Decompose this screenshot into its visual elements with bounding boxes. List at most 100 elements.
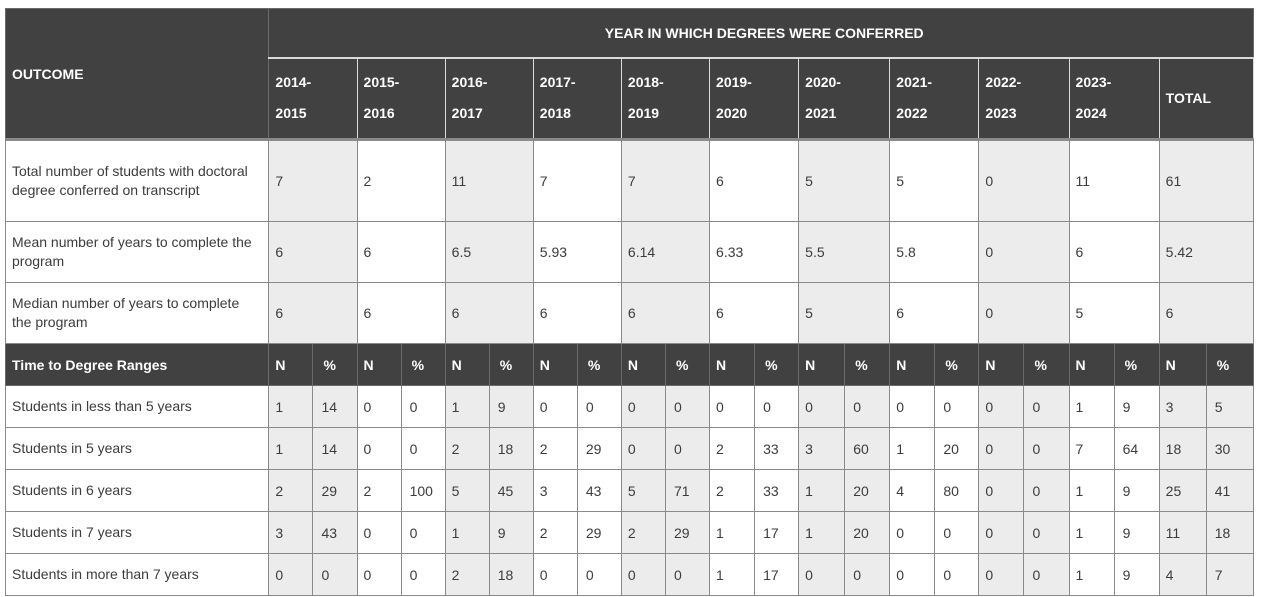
percent-header: % bbox=[312, 343, 358, 386]
percent-header: % bbox=[664, 343, 711, 386]
summary-value: 5 bbox=[889, 138, 980, 222]
percent-cell: 0 bbox=[1023, 385, 1070, 428]
count-cell: 0 bbox=[889, 385, 936, 428]
summary-value: 6.5 bbox=[444, 221, 534, 283]
year-header-start: 2021- bbox=[896, 74, 933, 91]
count-cell: 3 bbox=[532, 469, 578, 512]
year-header-start: 2018- bbox=[627, 74, 664, 91]
count-cell: 2 bbox=[356, 469, 402, 512]
percent-cell: 0 bbox=[1023, 427, 1070, 470]
count-cell: 2 bbox=[444, 427, 490, 470]
count-cell: 0 bbox=[978, 427, 1025, 470]
row-label: Students in 5 years bbox=[4, 427, 270, 470]
count-cell: 1 bbox=[444, 385, 490, 428]
count-cell: 4 bbox=[1158, 553, 1207, 596]
n-header: N bbox=[620, 343, 666, 386]
percent-cell: 18 bbox=[488, 553, 534, 596]
percent-cell: 9 bbox=[1113, 385, 1160, 428]
percent-cell: 9 bbox=[1113, 553, 1160, 596]
count-cell: 0 bbox=[798, 385, 846, 428]
percent-cell: 29 bbox=[576, 511, 622, 554]
percent-cell: 20 bbox=[934, 427, 980, 470]
percent-cell: 33 bbox=[754, 469, 800, 512]
percent-cell: 80 bbox=[934, 469, 980, 512]
summary-value: 6.33 bbox=[709, 221, 800, 283]
range-row: Students in less than 5 years 1 14 0 0 1 9 0 0 0 0… bbox=[4, 385, 1255, 428]
count-cell: 0 bbox=[798, 553, 846, 596]
percent-cell: 0 bbox=[400, 511, 446, 554]
percent-cell: 29 bbox=[664, 511, 711, 554]
n-header: N bbox=[532, 343, 578, 386]
count-cell: 0 bbox=[620, 553, 666, 596]
summary-value: 6 bbox=[709, 138, 800, 222]
year-header-end: 2024 bbox=[1075, 105, 1107, 122]
count-cell: 2 bbox=[532, 427, 578, 470]
year-header: 2020- 2021 bbox=[798, 57, 891, 140]
year-header: 2017- 2018 bbox=[532, 57, 622, 140]
count-cell: 0 bbox=[978, 469, 1025, 512]
year-header: 2023- 2024 bbox=[1068, 57, 1160, 140]
row-label: Mean number of years to complete the pro… bbox=[4, 221, 270, 283]
count-cell: 1 bbox=[444, 511, 490, 554]
summary-value: 6 bbox=[532, 282, 622, 344]
summary-value: 0 bbox=[978, 138, 1070, 222]
n-header: N bbox=[889, 343, 936, 386]
percent-cell: 5 bbox=[1205, 385, 1255, 428]
year-header-start: 2019- bbox=[716, 74, 752, 91]
n-header: N bbox=[268, 343, 314, 386]
year-header: 2015- 2016 bbox=[356, 57, 446, 140]
year-header-end: 2018 bbox=[539, 105, 571, 122]
percent-cell: 33 bbox=[754, 427, 800, 470]
count-cell: 0 bbox=[889, 553, 936, 596]
count-cell: 1 bbox=[709, 553, 756, 596]
count-cell: 1 bbox=[1068, 511, 1115, 554]
summary-value: 5.8 bbox=[889, 221, 980, 283]
percent-cell: 0 bbox=[934, 553, 980, 596]
year-header: 2021- 2022 bbox=[889, 57, 980, 140]
year-header: 2019- 2020 bbox=[709, 57, 800, 140]
count-cell: 2 bbox=[532, 511, 578, 554]
percent-cell: 14 bbox=[312, 427, 358, 470]
year-header-start: 2022- bbox=[985, 74, 1022, 91]
year-header-end: 2023 bbox=[985, 105, 1017, 122]
summary-value: 6 bbox=[444, 282, 534, 344]
count-cell: 2 bbox=[444, 553, 490, 596]
summary-value: 7 bbox=[532, 138, 622, 222]
count-cell: 11 bbox=[1158, 511, 1207, 554]
count-cell: 0 bbox=[978, 553, 1025, 596]
year-header-end: 2020 bbox=[716, 105, 748, 122]
summary-value: 6.14 bbox=[620, 221, 711, 283]
count-cell: 2 bbox=[709, 427, 756, 470]
percent-cell: 0 bbox=[400, 553, 446, 596]
count-cell: 0 bbox=[978, 511, 1025, 554]
summary-value: 6 bbox=[356, 221, 446, 283]
percent-header: % bbox=[400, 343, 446, 386]
summary-value: 6 bbox=[620, 282, 711, 344]
count-cell: 0 bbox=[620, 385, 666, 428]
percent-cell: 0 bbox=[754, 385, 800, 428]
percent-cell: 0 bbox=[1023, 553, 1070, 596]
summary-value: 6 bbox=[1068, 221, 1160, 283]
count-cell: 3 bbox=[268, 511, 314, 554]
percent-cell: 29 bbox=[576, 427, 622, 470]
count-cell: 1 bbox=[268, 385, 314, 428]
percent-cell: 29 bbox=[312, 469, 358, 512]
year-header-end: 2021 bbox=[805, 105, 837, 122]
range-row: Students in 5 years 1 14 0 0 2 18 2 29 0 0 2 33 3 60 1 2… bbox=[4, 427, 1255, 470]
summary-value: 6 bbox=[356, 282, 446, 344]
year-header: 2018- 2019 bbox=[620, 57, 711, 140]
year-header-start: 2023- bbox=[1075, 74, 1112, 91]
outcome-header: OUTCOME bbox=[4, 8, 270, 140]
year-header-start: 2014- bbox=[275, 74, 312, 91]
n-header: N bbox=[709, 343, 756, 386]
percent-cell: 60 bbox=[844, 427, 891, 470]
percent-cell: 20 bbox=[844, 469, 891, 512]
year-header-end: 2019 bbox=[627, 105, 660, 122]
summary-value: 7 bbox=[268, 138, 358, 222]
count-cell: 1 bbox=[798, 511, 846, 554]
range-row: Students in more than 7 years 0 0 0 0 2 18 0 0 0 0… bbox=[4, 553, 1255, 596]
summary-value: 5 bbox=[798, 138, 891, 222]
count-cell: 1 bbox=[1068, 385, 1115, 428]
count-cell: 5 bbox=[620, 469, 666, 512]
percent-cell: 20 bbox=[844, 511, 891, 554]
